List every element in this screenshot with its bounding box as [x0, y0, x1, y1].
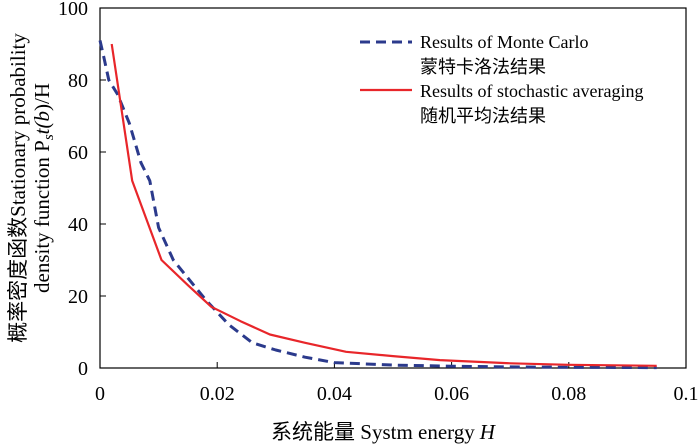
- plot-frame: [99, 7, 687, 369]
- y-axis-title-line1: 概率密度函数Stationary probability: [6, 33, 30, 343]
- x-tick-label: 0.1: [674, 383, 699, 405]
- x-tick-label: 0.04: [317, 383, 352, 405]
- y-tick-label: 60: [68, 142, 88, 164]
- legend-label-stochastic-averaging-cn: 随机平均法结果: [420, 106, 546, 126]
- y-axis-title-line2: density function Pst(b)/H: [30, 83, 57, 293]
- y-axis-title: 概率密度函数Stationary probability density fun…: [6, 33, 57, 343]
- x-tick-label: 0.02: [200, 383, 235, 405]
- x-tick-label: 0.06: [434, 383, 469, 405]
- legend-label-monte-carlo: Results of Monte Carlo: [420, 32, 589, 52]
- x-axis-title: 系统能量 Systm energy H: [271, 420, 497, 444]
- y-tick-label: 40: [68, 214, 88, 236]
- y-axis-title-paren: t(: [30, 119, 54, 134]
- y-axis-title-subscript: s: [41, 134, 57, 140]
- y-axis-title-line2-post: )/H: [30, 83, 54, 111]
- y-axis-title-var: b: [30, 111, 54, 122]
- legend-label-monte-carlo-cn: 蒙特卡洛法结果: [420, 57, 546, 77]
- ticks: 0 0.02 0.04 0.06 0.08 0.1 0 20 40 60 80 100: [58, 0, 699, 405]
- x-tick-label: 0.08: [551, 383, 586, 405]
- series-layer: [98, 40, 657, 370]
- x-tick-label: 0: [95, 383, 105, 405]
- y-axis-title-line2-pre: density function P: [30, 140, 54, 293]
- plot-area: 0 0.02 0.04 0.06 0.08 0.1 0 20 40 60 80 100: [58, 0, 699, 405]
- y-tick-label: 0: [78, 358, 88, 380]
- legend-label-stochastic-averaging: Results of stochastic averaging: [420, 81, 643, 101]
- y-tick-label: 20: [68, 286, 88, 308]
- series-line-stochastic-averaging: [110, 43, 657, 367]
- y-tick-label: 100: [58, 0, 88, 20]
- x-axis-title-text: 系统能量 Systm energy: [271, 420, 475, 444]
- y-tick-label: 80: [68, 70, 88, 92]
- legend: Results of Monte Carlo 蒙特卡洛法结果 Results o…: [360, 32, 643, 126]
- x-axis-title-var: H: [479, 420, 497, 444]
